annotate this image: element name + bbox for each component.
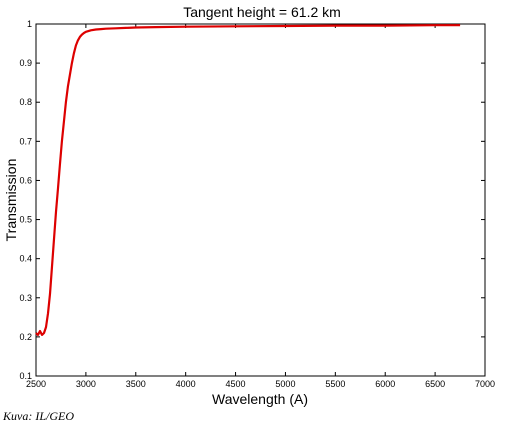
x-tick-label: 3500 (126, 379, 146, 389)
chart-title: Tangent height = 61.2 km (183, 4, 341, 20)
y-tick-label: 0.6 (19, 175, 32, 185)
transmission-series-line (35, 24, 461, 336)
y-tick-label: 0.2 (19, 332, 32, 342)
y-tick-label: 0.1 (19, 371, 32, 381)
x-tick-label: 6500 (425, 379, 445, 389)
x-tick-label: 5500 (325, 379, 345, 389)
y-tick-label: 0.4 (19, 254, 32, 264)
x-tick-label: 7000 (475, 379, 495, 389)
x-axis-label: Wavelength (A) (212, 391, 308, 407)
series-layer (35, 24, 461, 336)
x-axis-ticks: 2500 3000 3500 4000 4500 5000 5500 6000 6500 7000 (26, 24, 495, 389)
x-tick-label: 4500 (226, 379, 246, 389)
y-tick-label: 1 (27, 19, 32, 29)
plot-area (35, 23, 486, 377)
x-tick-label: 4000 (176, 379, 196, 389)
x-tick-label: 5000 (275, 379, 295, 389)
image-credit: Kuva: IL/GEO (3, 409, 74, 423)
y-axis-ticks: 0.1 0.2 0.3 0.4 0.5 0.6 0.7 0.8 0.9 1 (19, 19, 485, 381)
y-tick-label: 0.7 (19, 136, 32, 146)
x-tick-label: 2500 (26, 379, 46, 389)
y-tick-label: 0.9 (19, 58, 32, 68)
x-tick-label: 6000 (375, 379, 395, 389)
x-tick-label: 3000 (76, 379, 96, 389)
y-tick-label: 0.8 (19, 97, 32, 107)
y-tick-label: 0.3 (19, 293, 32, 303)
y-axis-label: Transmission (3, 159, 19, 242)
y-tick-label: 0.5 (19, 215, 32, 225)
